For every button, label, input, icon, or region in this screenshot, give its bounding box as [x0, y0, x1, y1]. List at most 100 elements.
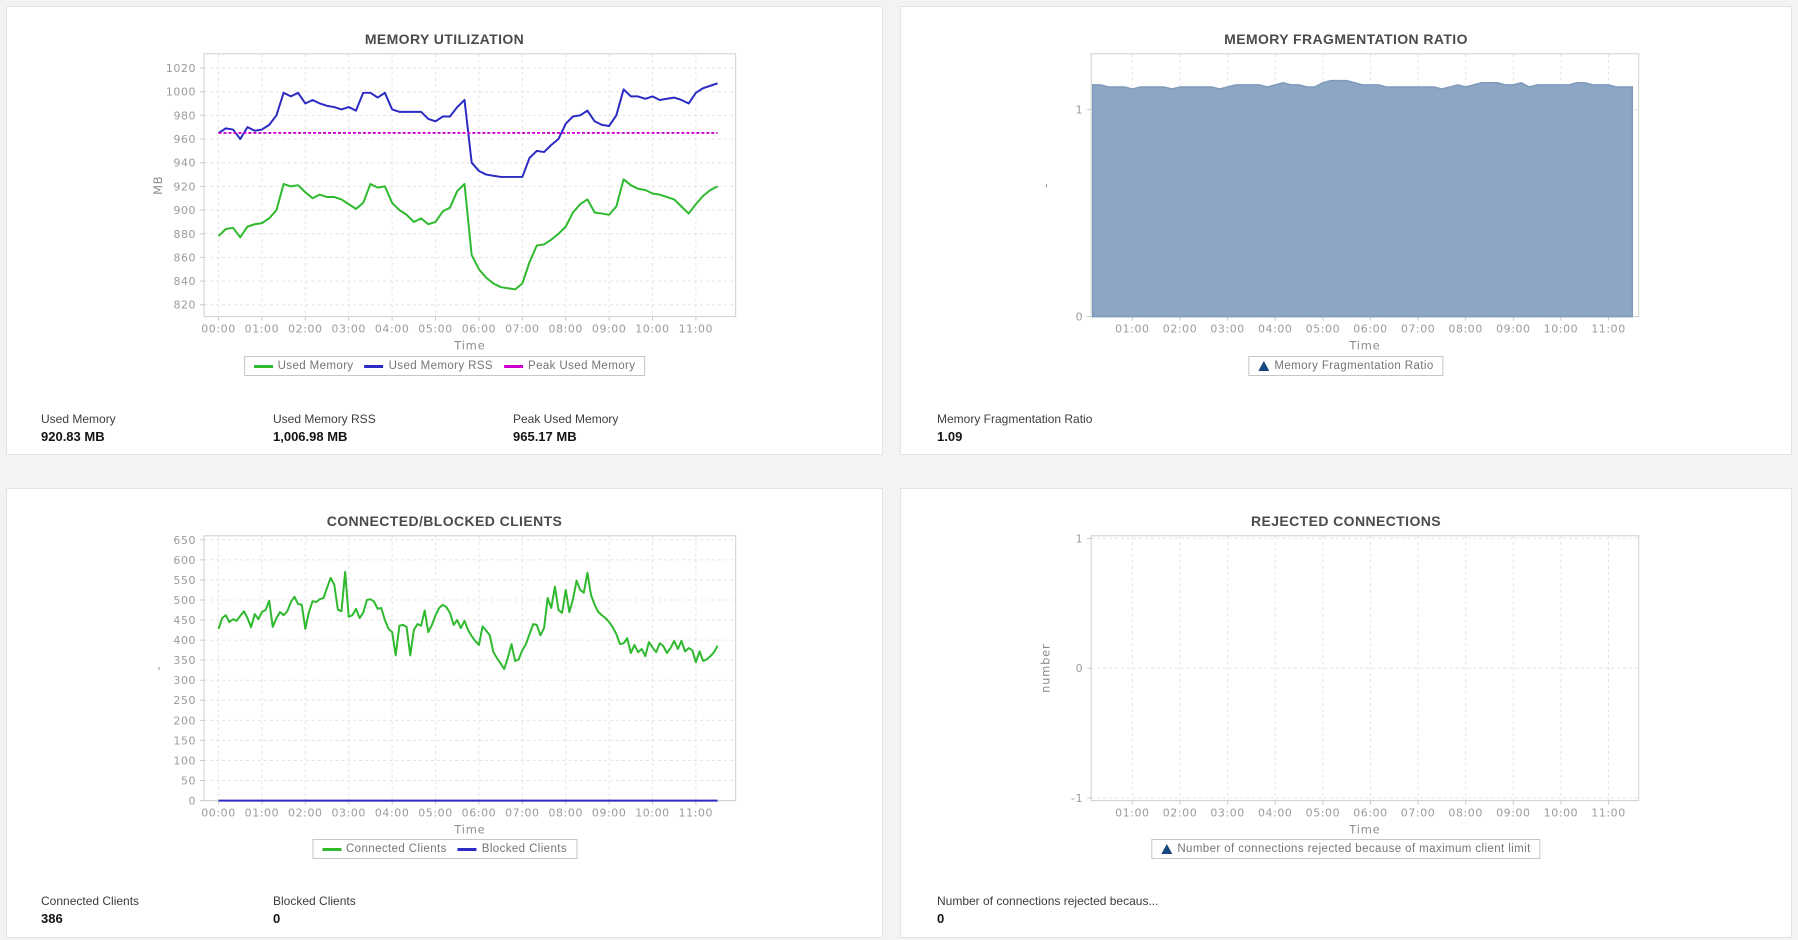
svg-text:10:00: 10:00: [635, 323, 670, 336]
svg-text:1: 1: [1076, 532, 1084, 545]
connected-blocked-clients-chart[interactable]: 00:00 01:00 02:00 03:00 04:00 05:00 06:00 07:00…: [7, 489, 882, 937]
svg-text:02:00: 02:00: [1163, 323, 1198, 336]
svg-text:10:00: 10:00: [1544, 807, 1579, 820]
legend-item-peak-used-memory[interactable]: Peak Used Memory: [504, 360, 635, 372]
svg-text:100: 100: [173, 754, 196, 767]
svg-text:09:00: 09:00: [592, 807, 627, 820]
legend-item-used-memory[interactable]: Used Memory: [253, 360, 354, 372]
svg-text:840: 840: [173, 275, 196, 288]
legend-item-memory-fragmentation-ratio[interactable]: Memory Fragmentation Ratio: [1258, 360, 1433, 372]
svg-text:04:00: 04:00: [1258, 323, 1293, 336]
panel-rejected-connections: 01:00 02:00 03:00 04:00 05:00 06:00 07:00 08:00…: [900, 488, 1792, 938]
svg-text:02:00: 02:00: [288, 807, 323, 820]
svg-text:10:00: 10:00: [635, 807, 670, 820]
svg-text:01:00: 01:00: [1115, 323, 1150, 336]
chart-title-memory-utilization: MEMORY UTILIZATION: [364, 31, 525, 47]
stat-used-memory: Used Memory 920.83 MB: [41, 412, 116, 444]
stat-value: 920.83 MB: [41, 429, 105, 444]
svg-text:04:00: 04:00: [375, 323, 410, 336]
svg-text:10:00: 10:00: [1544, 323, 1579, 336]
svg-text:01:00: 01:00: [245, 323, 280, 336]
legend-memory-fragmentation-ratio: Memory Fragmentation Ratio: [1248, 356, 1444, 376]
svg-text:04:00: 04:00: [375, 807, 410, 820]
stat-connected-clients: Connected Clients 386: [41, 894, 139, 926]
svg-text:01:00: 01:00: [245, 807, 280, 820]
legend-rejected-connections: Number of connections rejected because o…: [1151, 839, 1541, 859]
legend-label: Connected Clients: [345, 843, 447, 855]
svg-text:11:00: 11:00: [1591, 323, 1626, 336]
svg-text:11:00: 11:00: [679, 807, 714, 820]
svg-text:650: 650: [173, 534, 196, 547]
svg-text:09:00: 09:00: [1496, 323, 1531, 336]
svg-text:03:00: 03:00: [1210, 807, 1245, 820]
svg-text:820: 820: [173, 299, 196, 312]
stat-label: Blocked Clients: [273, 894, 356, 908]
svg-text:0: 0: [1076, 311, 1084, 324]
legend-item-connected-clients[interactable]: Connected Clients: [321, 843, 447, 855]
svg-text:03:00: 03:00: [1210, 323, 1245, 336]
legend-item-used-memory-rss[interactable]: Used Memory RSS: [364, 360, 493, 372]
legend-label: Memory Fragmentation Ratio: [1274, 360, 1434, 372]
svg-text:0: 0: [1076, 662, 1084, 675]
legend-connected-blocked-clients: Connected Clients Blocked Clients: [311, 839, 578, 859]
svg-text:Time: Time: [1348, 338, 1380, 352]
svg-text:1: 1: [1076, 104, 1084, 117]
svg-text:08:00: 08:00: [549, 807, 584, 820]
svg-text:1020: 1020: [166, 62, 196, 75]
svg-text:-: -: [151, 666, 165, 671]
svg-text:550: 550: [173, 574, 196, 587]
svg-text:02:00: 02:00: [288, 323, 323, 336]
panel-memory-utilization: 00:00 01:00 02:00 03:00 04:00 05:00 06:00 07:00…: [6, 6, 883, 455]
line-swatch-icon: [504, 364, 524, 368]
area-swatch-icon: [1258, 361, 1270, 371]
stat-label: Memory Fragmentation Ratio: [937, 412, 1093, 426]
svg-text:11:00: 11:00: [679, 323, 714, 336]
stats-row: Memory Fragmentation Ratio 1.09: [901, 412, 1791, 454]
svg-text:04:00: 04:00: [1258, 807, 1293, 820]
stats-row: Number of connections rejected becaus...…: [901, 894, 1791, 936]
svg-text:900: 900: [173, 204, 196, 217]
svg-text:0: 0: [189, 795, 197, 808]
stat-label: Connected Clients: [41, 894, 140, 908]
stat-value: 1.09: [937, 429, 963, 444]
svg-text:Time: Time: [453, 338, 485, 352]
stat-label: Peak Used Memory: [513, 412, 619, 426]
svg-text:MB: MB: [151, 176, 165, 195]
svg-text:06:00: 06:00: [462, 323, 497, 336]
chart-title-rejected-connections: REJECTED CONNECTIONS: [1250, 513, 1442, 529]
svg-text:07:00: 07:00: [505, 807, 540, 820]
stat-label: Used Memory: [41, 412, 116, 426]
svg-text:50: 50: [181, 774, 196, 787]
svg-text:450: 450: [173, 614, 196, 627]
legend-label: Peak Used Memory: [528, 360, 636, 372]
svg-text:200: 200: [173, 714, 196, 727]
svg-text:02:00: 02:00: [1163, 807, 1198, 820]
legend-item-rejected-connections[interactable]: Number of connections rejected because o…: [1161, 843, 1530, 855]
stat-value: 0: [273, 911, 281, 926]
legend-item-blocked-clients[interactable]: Blocked Clients: [457, 843, 567, 855]
svg-text:08:00: 08:00: [1448, 323, 1483, 336]
stats-row: Connected Clients 386 Blocked Clients 0: [7, 894, 882, 936]
memory-utilization-chart[interactable]: 00:00 01:00 02:00 03:00 04:00 05:00 06:00 07:00…: [7, 7, 882, 454]
svg-text:05:00: 05:00: [1306, 323, 1341, 336]
svg-text:150: 150: [173, 734, 196, 747]
svg-text:920: 920: [173, 180, 196, 193]
stat-used-memory-rss: Used Memory RSS 1,006.98 MB: [273, 412, 376, 444]
svg-text:880: 880: [173, 228, 196, 241]
stat-rejected-connections: Number of connections rejected becaus...…: [937, 894, 1158, 926]
panel-connected-blocked-clients: 00:00 01:00 02:00 03:00 04:00 05:00 06:00 07:00…: [6, 488, 883, 938]
panel-memory-fragmentation-ratio: 01:00 02:00 03:00 04:00 05:00 06:00 07:00 08:00…: [900, 6, 1792, 455]
svg-text:-1: -1: [1071, 792, 1083, 805]
svg-text:250: 250: [173, 694, 196, 707]
svg-text:05:00: 05:00: [1306, 807, 1341, 820]
rejected-connections-chart[interactable]: 01:00 02:00 03:00 04:00 05:00 06:00 07:00 08:00…: [901, 489, 1791, 937]
legend-label: Number of connections rejected because o…: [1177, 843, 1531, 855]
svg-text:00:00: 00:00: [201, 323, 236, 336]
svg-text:06:00: 06:00: [1353, 807, 1388, 820]
svg-text:08:00: 08:00: [548, 323, 583, 336]
memory-fragmentation-ratio-chart[interactable]: 01:00 02:00 03:00 04:00 05:00 06:00 07:00 08:00…: [901, 7, 1791, 454]
stats-row: Used Memory 920.83 MB Used Memory RSS 1,…: [7, 412, 882, 454]
svg-text:1000: 1000: [166, 86, 196, 99]
svg-text:400: 400: [173, 634, 196, 647]
